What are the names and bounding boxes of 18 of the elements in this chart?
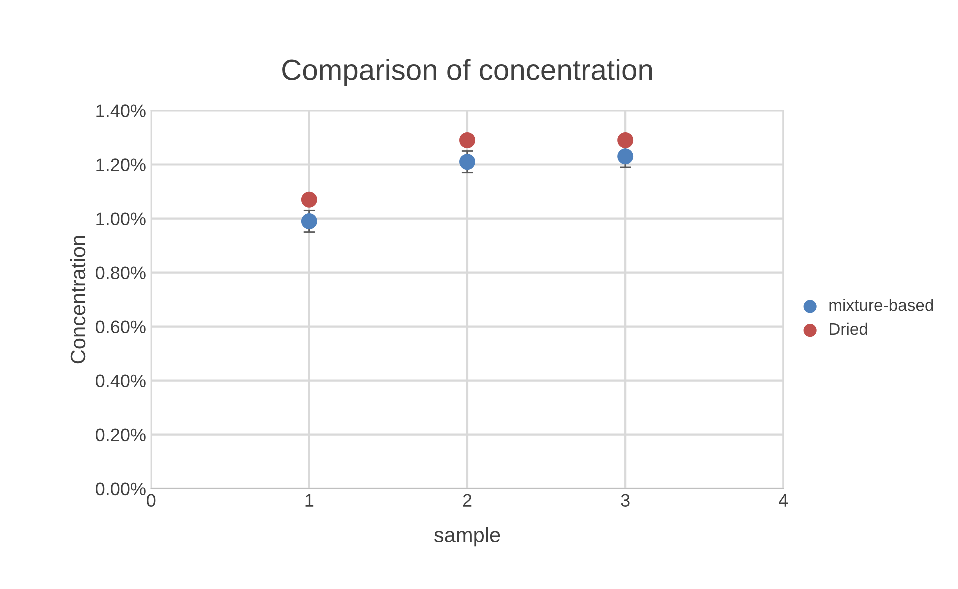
legend-label: Dried (830, 322, 868, 336)
x-tick-label: 0 (147, 494, 156, 507)
x-tick-label: 4 (779, 494, 788, 507)
y-tick-label: 0.80% (96, 266, 146, 280)
y-tick-label: 1.20% (96, 158, 146, 172)
y-tick-label: 0.60% (96, 320, 146, 334)
x-axis-title: sample (434, 527, 500, 547)
chart-title: Comparison of concentration (282, 59, 652, 86)
y-tick-label: 1.00% (96, 212, 146, 226)
x-tick-label: 1 (306, 494, 314, 507)
x-tick-label: 2 (463, 494, 472, 507)
y-tick-label: 1.40% (96, 104, 146, 118)
x-tick-label: 3 (621, 494, 630, 507)
legend-label: mixture-based (830, 299, 934, 312)
y-tick-label: 0.20% (96, 428, 146, 442)
y-tick-label: 0.40% (96, 374, 146, 388)
y-axis-title: Concentration (70, 236, 86, 364)
y-tick-label: 0.00% (96, 482, 146, 496)
